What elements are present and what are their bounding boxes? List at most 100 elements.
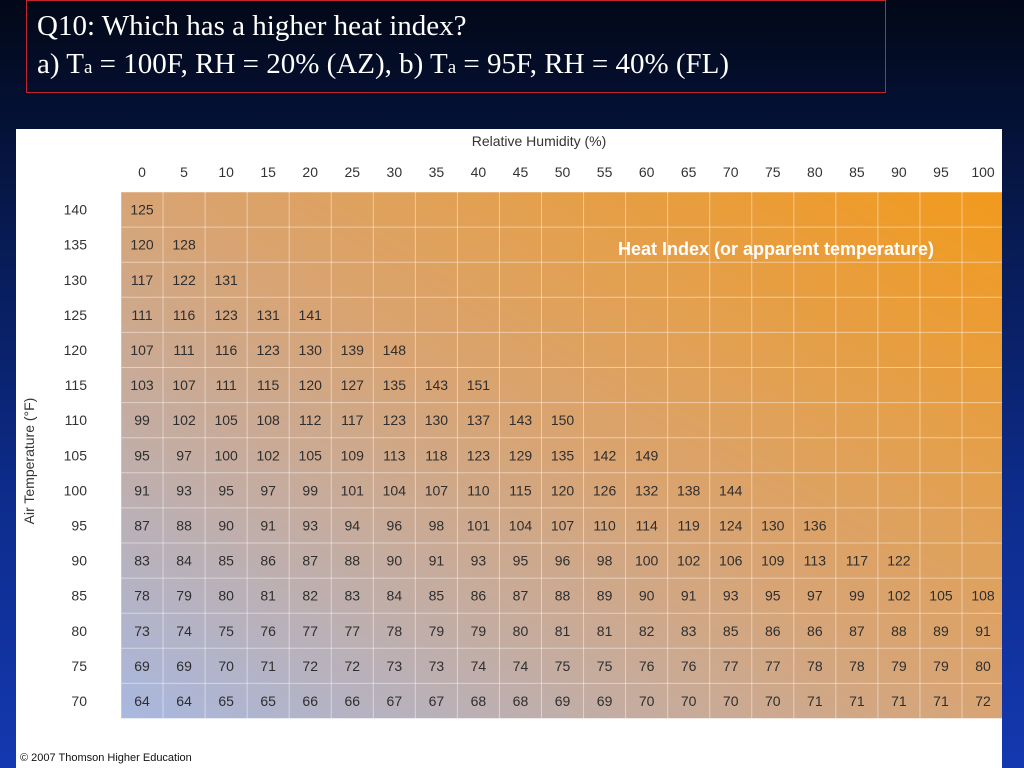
heat-index-cell-value: 142 [593, 447, 617, 463]
y-tick-label: 85 [71, 588, 87, 604]
heat-index-cell-value: 85 [723, 623, 739, 639]
heat-index-cell-value: 74 [513, 658, 529, 674]
heat-index-cell-value: 123 [214, 307, 238, 323]
heat-index-cell-value: 95 [218, 482, 234, 498]
heat-index-cell-value: 98 [429, 517, 445, 533]
heat-index-cell-value: 73 [387, 658, 403, 674]
x-tick-label: 25 [344, 164, 360, 180]
heat-index-cell-value: 124 [719, 517, 743, 533]
heat-index-cell-value: 74 [471, 658, 487, 674]
heat-index-cell-value: 107 [551, 517, 575, 533]
heat-index-cell-value: 94 [344, 517, 360, 533]
heat-index-cell-value: 135 [383, 377, 407, 393]
heat-index-cell-value: 131 [256, 307, 280, 323]
heat-index-cell-value: 98 [597, 553, 613, 569]
heat-index-cell-value: 70 [681, 693, 697, 709]
heat-index-cell-value: 109 [341, 447, 365, 463]
y-tick-label: 80 [71, 623, 87, 639]
heat-index-cell-value: 80 [513, 623, 529, 639]
heat-index-cell-value: 116 [173, 307, 196, 323]
heat-index-cell-value: 71 [260, 658, 276, 674]
heat-index-cell-value: 112 [299, 412, 322, 428]
x-tick-label: 5 [180, 164, 188, 180]
heat-index-cell-value: 139 [341, 342, 365, 358]
heat-index-cell-value: 111 [215, 377, 236, 393]
heat-index-cell-value: 141 [299, 307, 323, 323]
heat-index-cell-value: 99 [134, 412, 150, 428]
x-tick-label: 35 [429, 164, 445, 180]
heat-index-cell-value: 88 [176, 517, 192, 533]
x-tick-labels: 0 5 10 15 20 25 30 35 40 45 50 55 60 65 70 75 80 85 90 95 10… [138, 164, 995, 180]
heat-index-cell-value: 108 [256, 412, 280, 428]
heat-index-cell-value: 87 [134, 517, 150, 533]
heat-index-cell-value: 120 [551, 482, 575, 498]
x-tick-label: 40 [471, 164, 487, 180]
heat-index-cell-value: 64 [176, 693, 192, 709]
heat-index-cell-value: 151 [467, 377, 491, 393]
heat-index-cell-value: 99 [849, 588, 865, 604]
y-tick-label: 115 [65, 377, 88, 393]
heat-index-cell-value: 105 [299, 447, 323, 463]
y-tick-label: 75 [71, 658, 87, 674]
heat-index-cell-value: 70 [765, 693, 781, 709]
copyright-note: © 2007 Thomson Higher Education [20, 752, 192, 764]
heat-index-values: 125 120 128 117 122 131 111 116 123 131 141 107 111 1… [130, 202, 995, 709]
heat-index-cell-value: 97 [260, 482, 276, 498]
heat-index-cell-value: 72 [975, 693, 991, 709]
heat-index-cell-value: 129 [509, 447, 533, 463]
heat-index-cell-value: 96 [555, 553, 571, 569]
heat-index-cell-value: 71 [849, 693, 865, 709]
heat-index-cell-value: 76 [260, 623, 276, 639]
heat-index-cell-value: 97 [176, 447, 192, 463]
x-tick-label: 70 [723, 164, 739, 180]
heat-index-cell-value: 72 [302, 658, 318, 674]
heat-index-cell-value: 85 [429, 588, 445, 604]
heat-index-cell-value: 76 [681, 658, 697, 674]
heat-index-cell-value: 70 [639, 693, 655, 709]
heat-index-cell-value: 96 [387, 517, 403, 533]
heat-index-cell-value: 107 [172, 377, 196, 393]
x-tick-label: 30 [387, 164, 403, 180]
heat-index-cell-value: 69 [134, 658, 150, 674]
heat-index-cell-value: 105 [929, 588, 953, 604]
heat-index-cell-value: 80 [218, 588, 234, 604]
heat-index-cell-value: 86 [765, 623, 781, 639]
heat-index-cell-value: 103 [130, 377, 154, 393]
heat-index-cell-value: 75 [218, 623, 234, 639]
y-tick-label: 100 [64, 482, 88, 498]
heat-index-cell-value: 114 [635, 517, 658, 533]
heat-index-cell-value: 101 [467, 517, 491, 533]
heat-index-cell-value: 100 [635, 553, 659, 569]
heat-index-cell-value: 143 [509, 412, 533, 428]
heat-index-cell-value: 64 [134, 693, 150, 709]
heat-index-cell-value: 68 [471, 693, 487, 709]
heat-index-cell-value: 109 [761, 553, 785, 569]
heat-index-cell-value: 74 [176, 623, 192, 639]
heat-index-cell-value: 120 [130, 237, 154, 253]
heat-index-cell-value: 87 [513, 588, 529, 604]
heat-index-cell-value: 118 [425, 447, 448, 463]
heat-index-cell-value: 117 [131, 272, 154, 288]
heat-index-cell-value: 99 [302, 482, 318, 498]
heat-index-cell-value: 66 [344, 693, 360, 709]
heat-index-cell-value: 81 [555, 623, 571, 639]
heat-index-chart: Relative Humidity (%) Air Temperature (°… [21, 133, 1005, 719]
x-axis-label: Relative Humidity (%) [472, 133, 607, 149]
heat-index-cell-value: 102 [172, 412, 196, 428]
heat-index-cell-value: 95 [513, 553, 529, 569]
heat-index-cell-value: 83 [681, 623, 697, 639]
heat-index-cell-value: 136 [803, 517, 827, 533]
x-tick-label: 75 [765, 164, 781, 180]
heat-index-cell-value: 84 [387, 588, 403, 604]
heat-index-cell-value: 88 [344, 553, 360, 569]
heat-index-cell-value: 67 [387, 693, 403, 709]
heat-index-cell-value: 78 [134, 588, 150, 604]
y-tick-label: 70 [71, 693, 87, 709]
heat-index-cell-value: 70 [218, 658, 234, 674]
heat-index-cell-value: 130 [299, 342, 323, 358]
heat-index-cell-value: 68 [513, 693, 529, 709]
heat-index-cell-value: 91 [134, 482, 150, 498]
x-tick-label: 20 [302, 164, 318, 180]
x-tick-label: 15 [260, 164, 276, 180]
heat-index-cell-value: 80 [975, 658, 991, 674]
